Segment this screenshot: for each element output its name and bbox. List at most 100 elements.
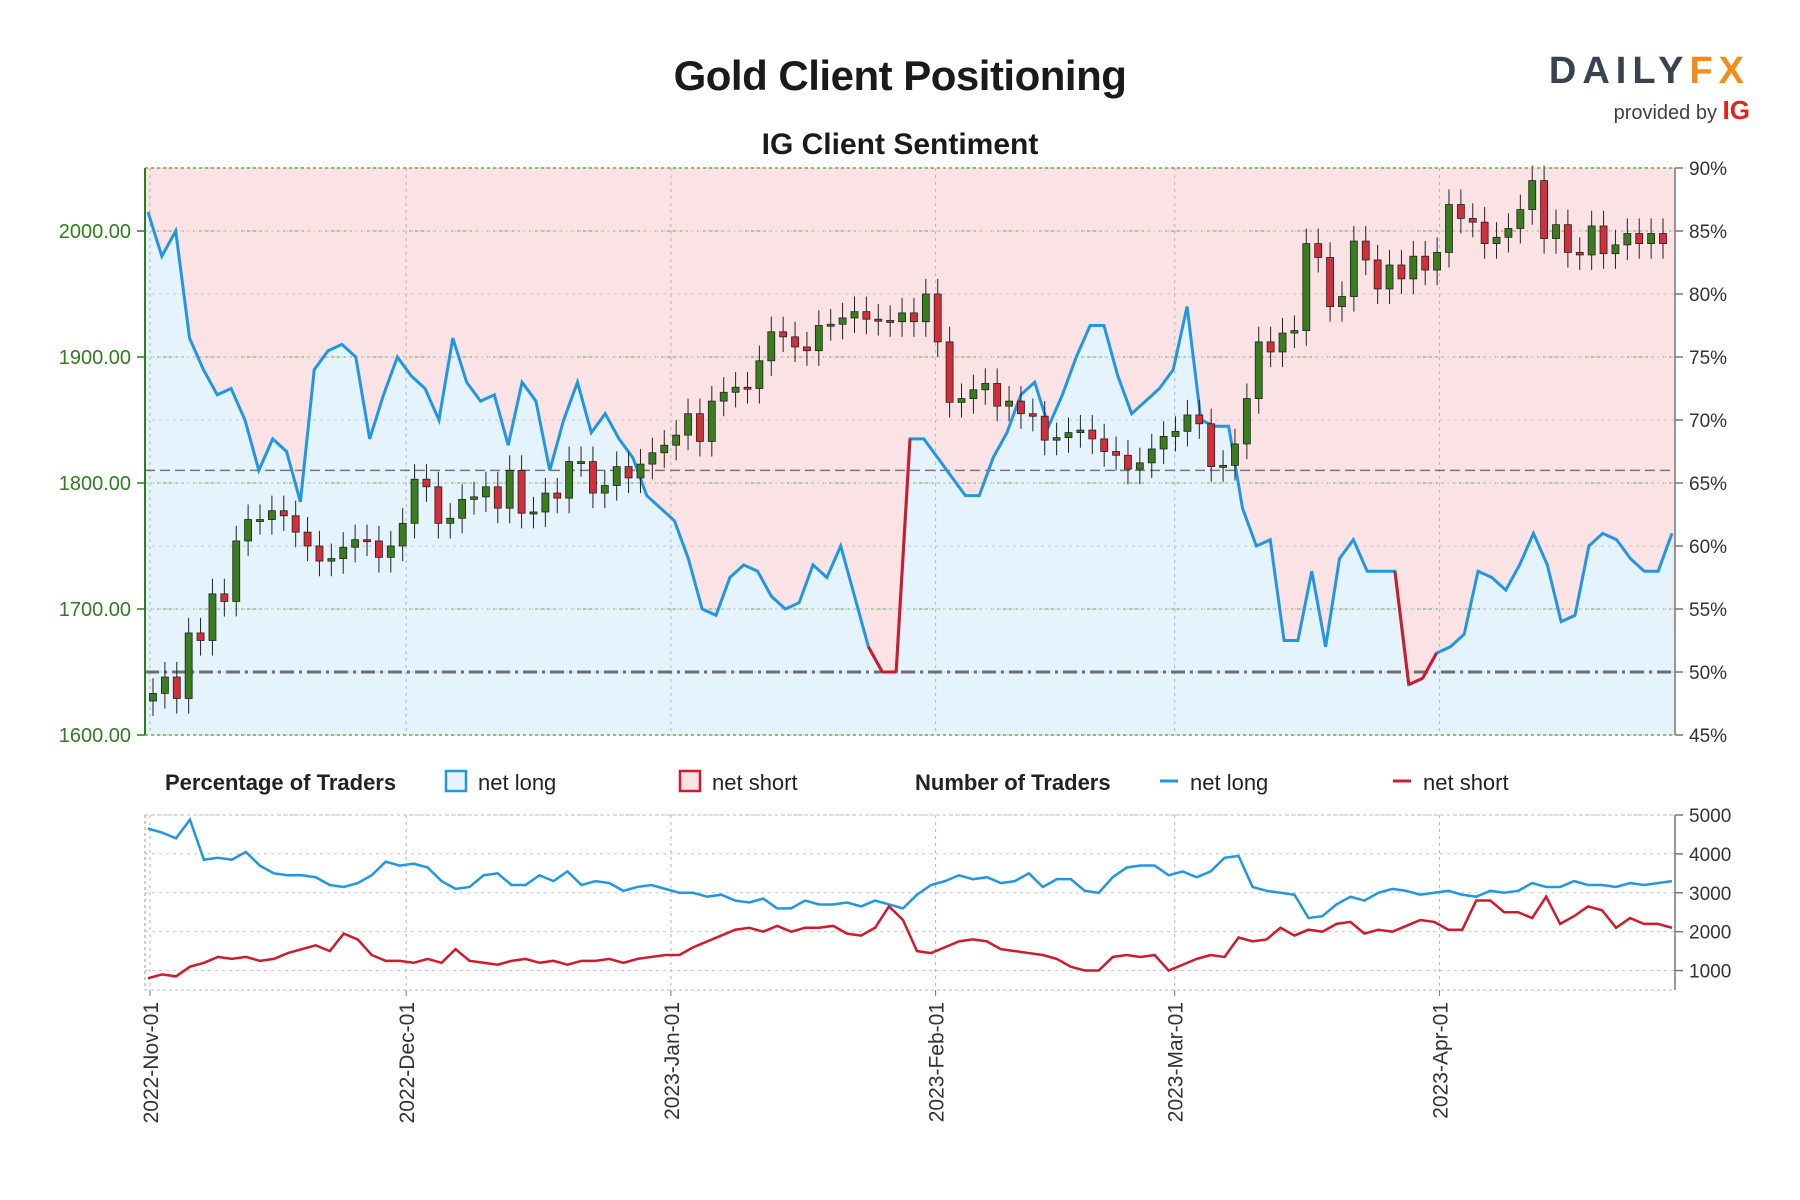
candle-body [921, 293, 930, 323]
candle-body [458, 498, 467, 519]
candle-body [1516, 209, 1525, 229]
candle-body [981, 383, 990, 391]
pct-tick-label: 55% [1689, 600, 1727, 621]
candle-body [696, 413, 704, 442]
legend-pct-short-label: net short [712, 770, 798, 795]
candle-body [612, 466, 621, 486]
date-tick-label: 2023-Jan-01 [661, 1002, 684, 1120]
candle-body [1480, 221, 1489, 244]
pct-net-short-segment [1393, 571, 1411, 685]
logo-provided-by: provided by IG [1613, 95, 1750, 125]
candle-body [1338, 296, 1346, 307]
candle-body [482, 486, 490, 498]
candle-body [1147, 448, 1156, 464]
candle-body [1635, 233, 1644, 245]
candle-body [1005, 400, 1013, 407]
legend-num-long-label: net long [1190, 770, 1268, 795]
candle-body [1314, 243, 1323, 258]
candle-body [755, 360, 764, 389]
candle-body [565, 461, 574, 499]
candle-body [149, 693, 157, 702]
count-tick-label: 1000 [1689, 962, 1731, 983]
candle-body [945, 341, 954, 403]
candle-body [862, 311, 871, 320]
candle-body [1575, 252, 1584, 256]
price-tick-label: 1700.00 [59, 599, 131, 621]
candle-body [743, 386, 752, 390]
candle-body [1647, 233, 1656, 245]
candle-body [1492, 236, 1501, 245]
candle-body [898, 312, 906, 323]
pct-tick-label: 80% [1689, 285, 1727, 306]
count-tick-label: 2000 [1689, 923, 1731, 944]
candle-body [933, 293, 942, 343]
legend-num-title: Number of Traders [915, 770, 1111, 795]
candle-body [398, 522, 407, 547]
candle-body [1017, 400, 1025, 415]
candle-body [160, 676, 169, 694]
candle-body [1242, 398, 1251, 445]
date-tick-label: 2023-Apr-01 [1429, 1002, 1452, 1119]
candle-body [208, 593, 217, 641]
candle-body [1528, 180, 1537, 210]
candle-body [1028, 413, 1037, 417]
count-grid: 1000 2000 3000 4000 5000 [145, 806, 1731, 990]
dailyfx-logo: DAILYFX provided by IG [1549, 50, 1750, 126]
candle-body [993, 383, 1002, 407]
candle-body [422, 478, 431, 488]
long-area-fill [145, 212, 1675, 736]
candle-body [577, 461, 585, 464]
count-tick-label: 4000 [1689, 845, 1731, 866]
candle-body [220, 593, 229, 602]
legend-pct-title: Percentage of Traders [165, 770, 396, 795]
candle-body [672, 434, 681, 446]
candle-body [517, 469, 526, 514]
candle-body [969, 389, 978, 399]
price-tick-label: 2000.00 [59, 221, 131, 243]
candle-body [1397, 264, 1406, 280]
candle-body [1373, 259, 1382, 290]
candle-body [1361, 240, 1370, 261]
candle-body [1219, 464, 1227, 468]
pct-tick-label: 45% [1689, 726, 1727, 747]
candle-body [505, 469, 514, 509]
candle-body [910, 312, 918, 323]
candle-body [719, 391, 728, 402]
candle-body [779, 331, 788, 338]
pct-tick-label: 50% [1689, 663, 1727, 684]
legend-num-short-label: net short [1423, 770, 1509, 795]
candle-body [267, 510, 276, 520]
candle-body [1540, 180, 1549, 239]
candle-body [1076, 429, 1085, 433]
candle-body [363, 539, 371, 543]
candle-body [731, 386, 740, 393]
pct-tick-label: 75% [1689, 348, 1727, 369]
count-net-short-line [147, 894, 1673, 980]
candle-body [244, 519, 253, 542]
legend-pct-long-swatch [444, 769, 468, 793]
pct-net-short-segment [894, 438, 912, 673]
date-tick-label: 2023-Feb-01 [926, 1002, 949, 1122]
candle-body [1445, 204, 1453, 253]
candle-body [1112, 451, 1120, 456]
candle-body [767, 331, 776, 362]
candle-body [196, 632, 205, 641]
candle-body [386, 545, 395, 558]
candle-body [493, 486, 502, 509]
price-tick-label: 1600.00 [59, 725, 131, 747]
candle-body [172, 676, 181, 699]
candle-body [303, 531, 312, 547]
count-tick-label: 5000 [1689, 806, 1731, 827]
candle-body [434, 486, 443, 524]
candle-body [1552, 224, 1560, 239]
candle-body [1040, 415, 1049, 441]
candle-body [1100, 438, 1109, 452]
candle-body [1421, 255, 1430, 271]
candle-body [1135, 462, 1144, 470]
candle-body [814, 325, 823, 352]
candle-body [1195, 414, 1204, 425]
chart-subtitle: IG Client Sentiment [761, 128, 1039, 161]
candle-body [1171, 430, 1180, 437]
logo-brand: DAILYFX [1548, 50, 1750, 92]
candle-body [1456, 204, 1465, 219]
